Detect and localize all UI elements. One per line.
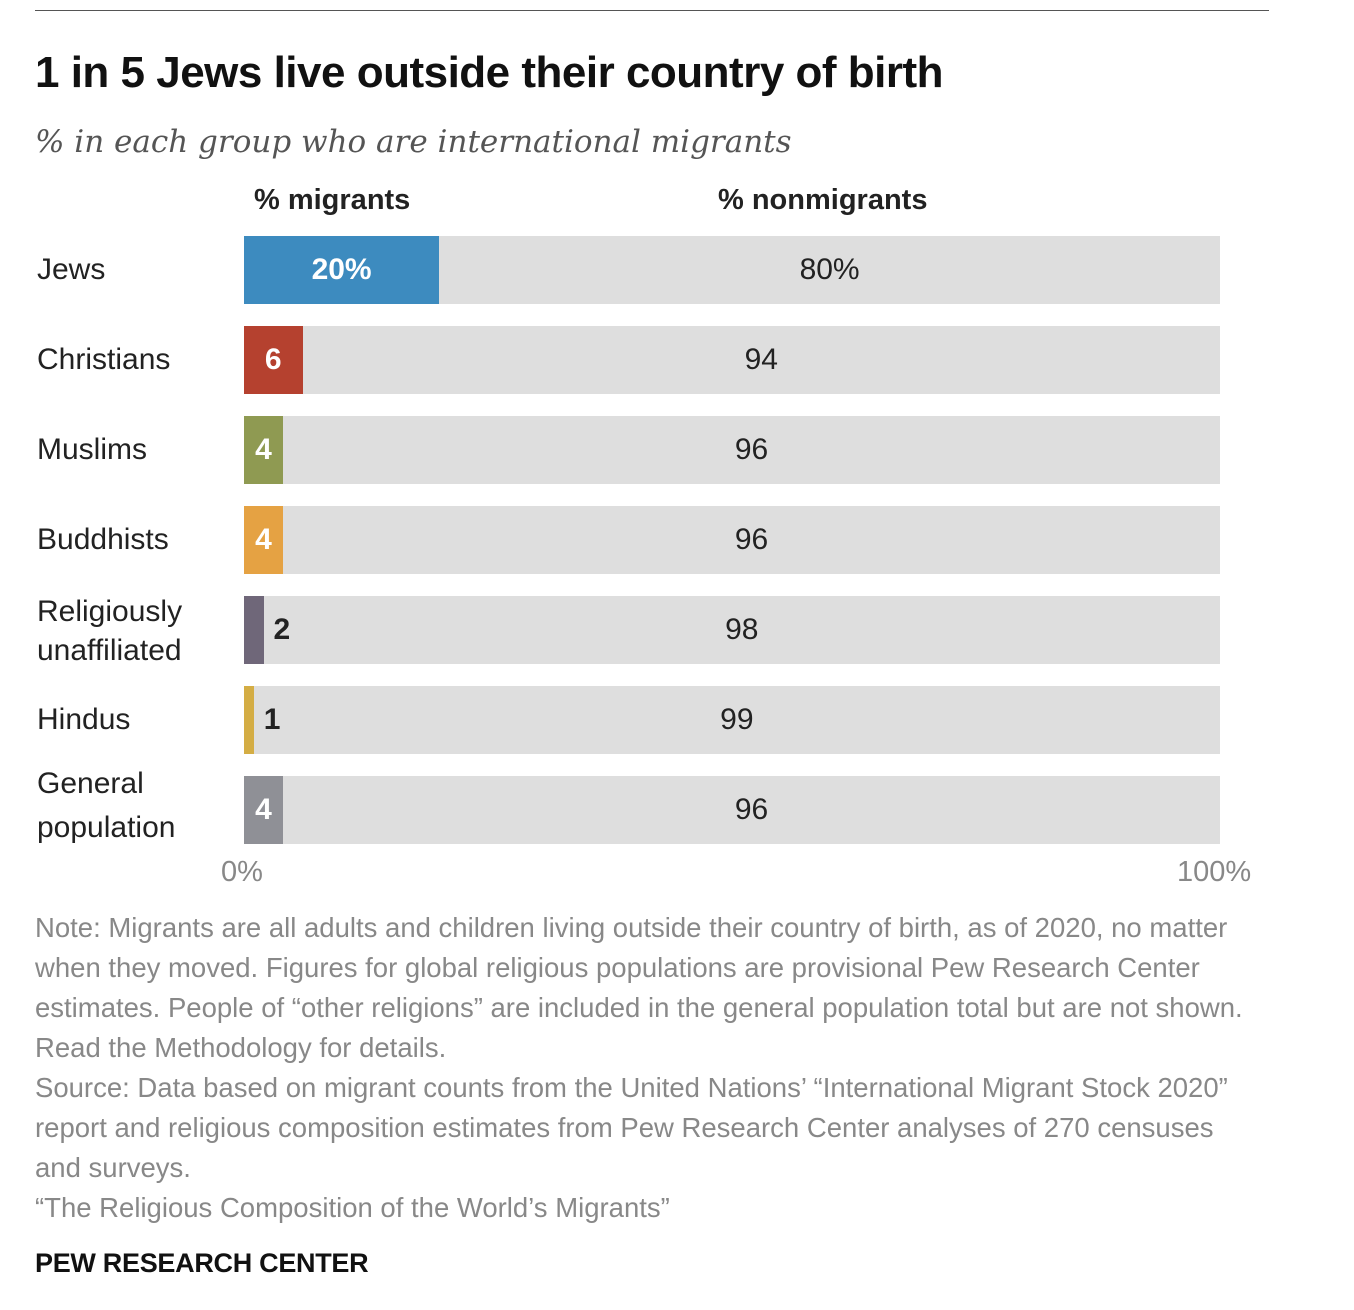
label-nonmigrants: 96 — [734, 523, 769, 556]
bar-nonmigrants — [253, 686, 1220, 754]
category-label: Jews — [37, 253, 106, 286]
category-label: General population — [37, 767, 176, 844]
label-nonmigrants: 99 — [720, 703, 754, 736]
category-label: Hindus — [37, 703, 131, 736]
bar-migrants — [244, 236, 440, 304]
bar-migrants — [244, 596, 264, 664]
x-tick-100: 100% — [1177, 856, 1252, 888]
bar-nonmigrants — [283, 416, 1220, 484]
category-label: Buddhists — [37, 523, 169, 556]
bar-migrants — [244, 506, 284, 574]
label-nonmigrants: 98 — [725, 613, 759, 646]
bar-chart: Jews 20% 80% Christians 6 94 Muslims 4 96 Buddhis… — [37, 236, 1220, 844]
category-label: Religiously unaffiliated — [37, 595, 183, 667]
source-text: Source: Data based on migrant counts fro… — [35, 1072, 1236, 1183]
note-text: Note: Migrants are all adults and childr… — [35, 912, 1251, 1063]
legend-migrants: % migrants — [254, 184, 411, 216]
label-migrants: 1 — [263, 703, 281, 736]
bar-nonmigrants — [283, 776, 1220, 844]
label-nonmigrants: 96 — [734, 433, 769, 466]
label-nonmigrants: 80% — [799, 253, 860, 286]
x-tick-0: 0% — [221, 856, 263, 888]
legend-nonmigrants: % nonmigrants — [718, 184, 928, 216]
label-nonmigrants: 96 — [734, 793, 769, 826]
label-nonmigrants: 94 — [744, 343, 778, 376]
label-migrants: 6 — [264, 343, 282, 376]
footnote: Note: Migrants are all adults and childr… — [35, 908, 1255, 1228]
category-label: Muslims — [37, 433, 147, 466]
chart-title: 1 in 5 Jews live outside their country o… — [35, 48, 944, 97]
bar-nonmigrants — [439, 236, 1220, 304]
chart-subtitle: % in each group who are international mi… — [35, 124, 792, 160]
top-rule — [35, 10, 1269, 11]
label-migrants: 20% — [311, 253, 372, 286]
bar-migrants — [244, 686, 254, 754]
bar-migrants — [244, 776, 284, 844]
label-migrants: 4 — [255, 433, 272, 466]
bar-nonmigrants — [283, 506, 1220, 574]
label-migrants: 2 — [273, 613, 291, 646]
bar-nonmigrants — [263, 596, 1220, 664]
bar-migrants — [244, 326, 303, 394]
label-migrants: 4 — [255, 523, 272, 556]
brand-logo: PEW RESEARCH CENTER — [35, 1248, 369, 1278]
bar-migrants — [244, 416, 284, 484]
bar-nonmigrants — [302, 326, 1220, 394]
label-migrants: 4 — [255, 793, 272, 826]
report-title: “The Religious Composition of the World’… — [35, 1192, 670, 1223]
category-label: Christians — [37, 343, 171, 376]
